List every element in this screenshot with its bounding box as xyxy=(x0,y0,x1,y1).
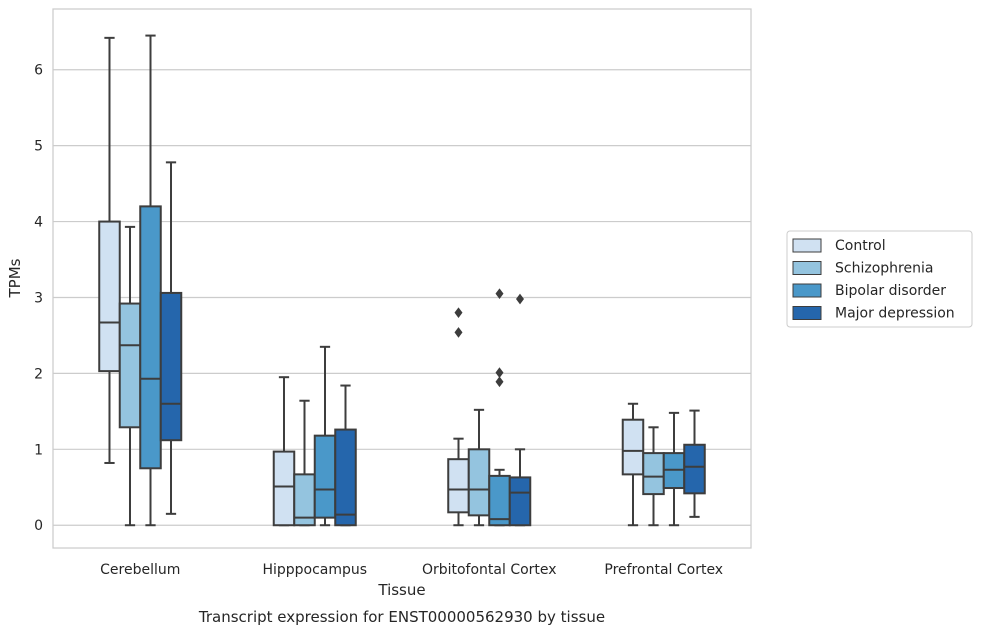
x-tick-label-0: Cerebellum xyxy=(100,562,180,578)
box-iqr xyxy=(272,450,296,527)
box-3-2 xyxy=(662,411,686,527)
outlier-point-0 xyxy=(516,293,525,305)
box-3-0 xyxy=(621,402,645,527)
box-1-3 xyxy=(334,384,357,527)
box-iqr xyxy=(488,474,511,527)
legend-swatch-2 xyxy=(792,283,822,298)
legend-swatch-1 xyxy=(792,261,822,275)
box-iqr xyxy=(467,448,491,517)
legend-label-1: Schizophrenia xyxy=(835,261,933,277)
box-0-1 xyxy=(118,225,142,527)
y-tick-label-0: 0 xyxy=(34,518,43,534)
y-tick-label-4: 4 xyxy=(34,215,43,231)
y-tick-label-2: 2 xyxy=(34,366,43,382)
outlier-point-0 xyxy=(495,376,504,388)
y-tick-label-1: 1 xyxy=(34,442,43,458)
legend-swatch-0 xyxy=(792,238,822,253)
box-iqr xyxy=(313,434,337,519)
x-tick-label-2: Orbitofontal Cortex xyxy=(422,562,557,578)
box-iqr xyxy=(139,205,162,470)
legend-label-3: Major depression xyxy=(835,306,955,322)
box-2-3 xyxy=(508,293,532,527)
plot-frame xyxy=(52,8,752,549)
box-iqr xyxy=(642,452,665,496)
box-3-3 xyxy=(683,409,706,518)
x-axis-label: Tissue xyxy=(377,581,425,599)
box-iqr xyxy=(98,220,121,373)
box-0-2 xyxy=(139,34,162,527)
box-iqr xyxy=(118,302,142,429)
box-1-2 xyxy=(313,345,337,527)
outlier-point-2 xyxy=(495,288,504,300)
box-iqr xyxy=(683,443,706,495)
box-0-0 xyxy=(98,36,121,464)
box-iqr xyxy=(447,458,470,514)
x-tick-labels: Cerebellum Hipppocampus Orbitofontal Corte… xyxy=(100,562,723,578)
x-tick-label-3: Prefrontal Cortex xyxy=(604,562,723,578)
box-3-1 xyxy=(642,426,665,527)
legend-label-0: Control xyxy=(835,238,886,254)
x-tick-label-1: Hipppocampus xyxy=(262,562,367,578)
chart-caption: Transcript expression for ENST0000056293… xyxy=(198,608,605,626)
legend-frame xyxy=(786,230,973,328)
y-tick-label-6: 6 xyxy=(34,63,43,79)
y-tick-label-3: 3 xyxy=(34,290,43,306)
legend-swatch-3 xyxy=(792,306,822,320)
outlier-point-1 xyxy=(495,367,504,378)
y-tick-label-5: 5 xyxy=(34,139,43,155)
legend-label-2: Bipolar disorder xyxy=(835,283,946,299)
box-iqr xyxy=(334,428,357,527)
y-tick-labels: 0 1 2 3 4 5 6 xyxy=(34,63,43,534)
boxes-layer xyxy=(98,34,706,527)
box-iqr xyxy=(621,418,645,476)
y-axis-label: TPMs xyxy=(6,258,24,298)
outlier-point-1 xyxy=(454,307,463,318)
legend: Control Schizophrenia Bipolar disorder Majo… xyxy=(786,230,973,328)
outlier-point-0 xyxy=(454,327,463,338)
box-2-2 xyxy=(488,288,511,527)
box-2-0 xyxy=(447,307,470,527)
box-0-3 xyxy=(159,161,183,515)
box-iqr xyxy=(508,476,532,527)
box-iqr xyxy=(159,291,183,442)
